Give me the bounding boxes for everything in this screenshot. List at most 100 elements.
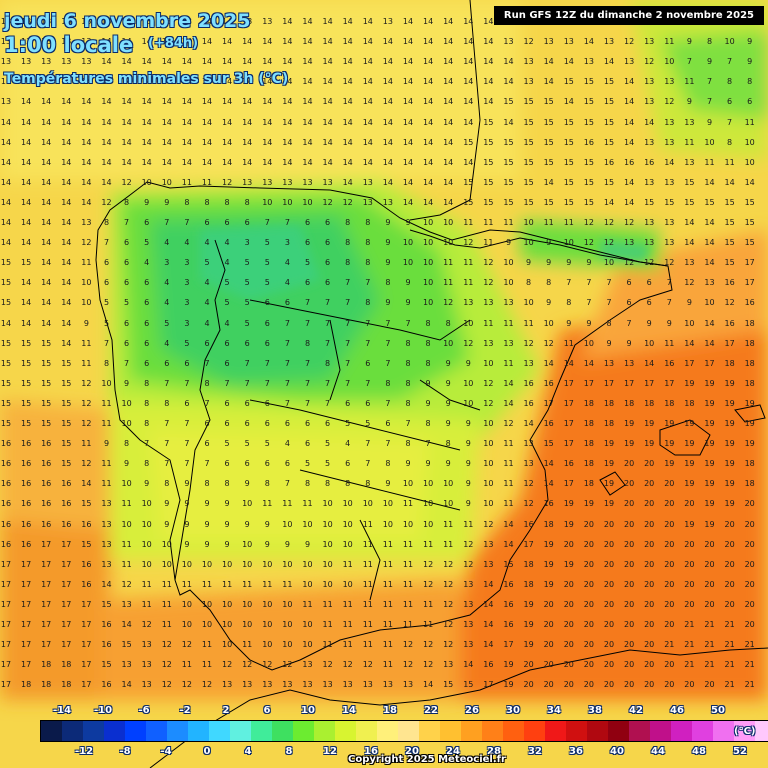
grid-value: 10 <box>483 499 494 509</box>
grid-value: 12 <box>342 660 353 670</box>
grid-value: 20 <box>744 620 755 629</box>
legend-swatch <box>209 721 230 741</box>
grid-value: 10 <box>423 258 434 268</box>
grid-value: 11 <box>81 258 92 268</box>
grid-value: 11 <box>201 660 213 670</box>
grid-value: 19 <box>563 559 574 569</box>
grid-value: 7 <box>164 459 170 469</box>
grid-value: 13 <box>242 680 253 690</box>
grid-value: 14 <box>684 338 695 348</box>
grid-value: 12 <box>483 378 494 388</box>
grid-value: 14 <box>61 318 72 328</box>
grid-value: 13 <box>523 358 534 368</box>
grid-value: 16 <box>503 579 514 589</box>
grid-value: 20 <box>704 579 715 589</box>
grid-value: 18 <box>583 419 594 428</box>
legend-label-bottom: 44 <box>651 746 665 757</box>
grid-value: 14 <box>262 37 273 47</box>
grid-value: 19 <box>503 660 514 670</box>
grid-value: 6 <box>365 398 371 408</box>
grid-value: 8 <box>365 238 371 248</box>
legend-label-top: 6 <box>263 705 271 716</box>
grid-value: 10 <box>161 559 172 569</box>
grid-value: 12 <box>503 419 514 428</box>
grid-value: 7 <box>606 298 612 308</box>
grid-value: 8 <box>385 378 391 388</box>
grid-value: 4 <box>204 298 210 308</box>
grid-value: 20 <box>543 599 554 609</box>
grid-value: 14 <box>101 137 112 147</box>
grid-value: 7 <box>345 378 351 388</box>
grid-value: 20 <box>664 499 675 509</box>
grid-value: 9 <box>546 258 552 268</box>
grid-value: 13 <box>141 17 152 26</box>
grid-value: 17 <box>0 559 12 569</box>
grid-value: 6 <box>304 419 311 428</box>
grid-value: 18 <box>664 398 675 408</box>
grid-value: 4 <box>224 318 230 328</box>
grid-value: 20 <box>684 499 695 509</box>
grid-value: 15 <box>603 137 615 147</box>
legend-label-bottom: -8 <box>119 746 131 757</box>
grid-value: 11 <box>443 519 454 529</box>
grid-value: 16 <box>483 660 494 670</box>
grid-value: 14 <box>483 579 494 589</box>
grid-value: 7 <box>164 439 170 449</box>
grid-value: 10 <box>322 519 333 529</box>
legend-label-bottom: 4 <box>244 746 252 757</box>
grid-value: 7 <box>365 318 371 328</box>
grid-value: 17 <box>543 398 554 408</box>
grid-value: 13 <box>644 97 655 107</box>
grid-value: 17 <box>41 539 52 549</box>
grid-value: 14 <box>463 17 474 26</box>
grid-value: 14 <box>201 117 213 127</box>
grid-value: 8 <box>325 358 331 368</box>
grid-value: 13 <box>362 197 373 207</box>
legend-swatch <box>713 721 734 741</box>
grid-value: 8 <box>144 419 150 428</box>
grid-value: 9 <box>747 57 753 67</box>
grid-value: 6 <box>103 278 110 288</box>
grid-value: 14 <box>81 157 92 167</box>
grid-value: 14 <box>101 579 112 589</box>
grid-value: 9 <box>164 197 170 207</box>
grid-value: 14 <box>161 57 172 67</box>
grid-value: 11 <box>342 620 353 629</box>
grid-value: 14 <box>222 117 233 127</box>
grid-value: 9 <box>666 318 672 328</box>
grid-value: 7 <box>727 57 733 67</box>
grid-value: 10 <box>322 559 333 569</box>
grid-value: 10 <box>644 338 655 348</box>
grid-value: 14 <box>463 660 474 670</box>
grid-value: 15 <box>81 539 92 549</box>
grid-value: 16 <box>41 479 52 489</box>
grid-value: 12 <box>624 37 635 47</box>
grid-value: 9 <box>144 479 150 489</box>
grid-value: 13 <box>603 37 615 47</box>
grid-value: 10 <box>302 640 313 650</box>
grid-value: 14 <box>21 137 32 147</box>
grid-value: 13 <box>664 117 675 127</box>
grid-value: 16 <box>61 499 72 509</box>
grid-value: 11 <box>101 479 112 489</box>
grid-value: 14 <box>704 177 715 187</box>
grid-value: 7 <box>184 419 190 428</box>
grid-value: 17 <box>744 278 755 288</box>
grid-value: 14 <box>322 77 333 87</box>
grid-value: 9 <box>405 298 411 308</box>
grid-value: 7 <box>124 218 130 227</box>
legend-swatch <box>524 721 545 741</box>
grid-value: 15 <box>81 499 92 509</box>
grid-value: 14 <box>262 97 273 107</box>
grid-value: 21 <box>724 640 735 650</box>
grid-value: 15 <box>0 258 12 268</box>
grid-value: 11 <box>423 620 434 629</box>
grid-value: 14 <box>242 97 253 107</box>
grid-value: 17 <box>41 640 52 650</box>
grid-value: 17 <box>41 559 52 569</box>
grid-value: 8 <box>204 479 210 489</box>
grid-value: 14 <box>81 197 92 207</box>
grid-value: 14 <box>121 137 132 147</box>
grid-value: 9 <box>405 218 411 227</box>
grid-value: 8 <box>204 378 210 388</box>
